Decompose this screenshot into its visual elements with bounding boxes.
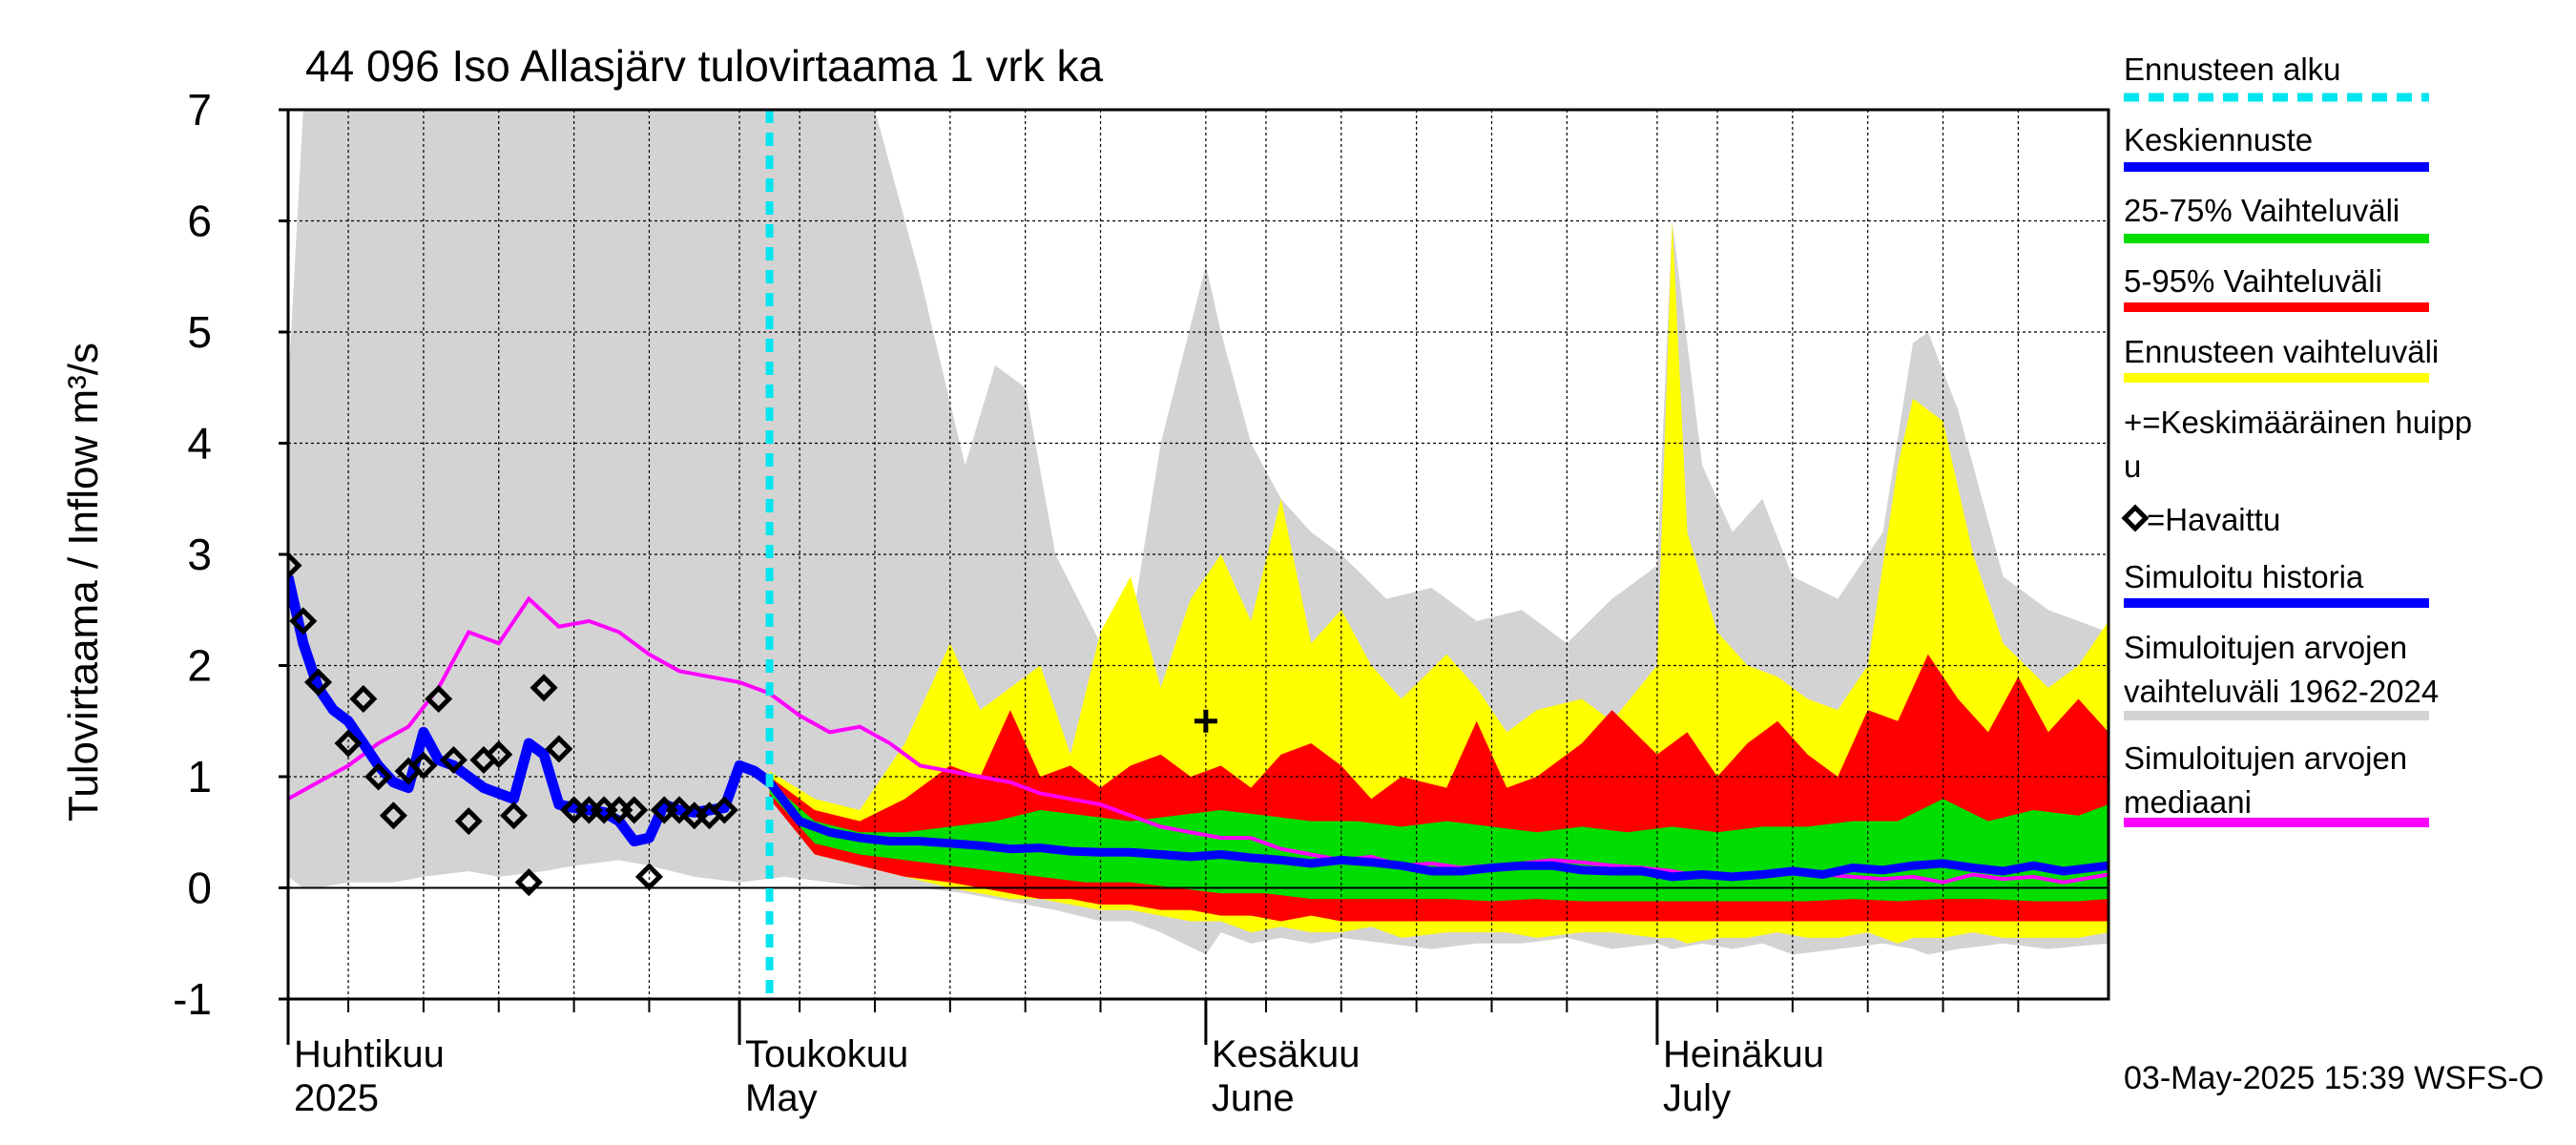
observed-point: [304, 668, 333, 697]
observed-point: [514, 868, 543, 897]
legend-label-2: mediaani: [2124, 784, 2252, 820]
y-tick-label: 0: [187, 864, 212, 913]
x-month-sublabel: July: [1663, 1077, 1731, 1119]
observed-markers: [288, 552, 738, 897]
x-month-label: Heinäkuu: [1663, 1033, 1824, 1075]
mean-forecast-path: [766, 780, 2109, 882]
y-tick-label: 2: [187, 641, 212, 691]
observed-point: [334, 729, 363, 758]
x-month-label: Huhtikuu: [294, 1033, 445, 1075]
observed-point: [364, 762, 393, 791]
y-tick-label: 4: [187, 419, 212, 468]
legend-label: 5-95% Vaihteluväli: [2124, 263, 2382, 299]
observed-point: [665, 796, 694, 824]
legend-label: Ennusteen vaihteluväli: [2124, 334, 2439, 369]
legend-label: =Havaittu: [2147, 502, 2280, 537]
legend-label: +=Keskimääräinen huipp: [2124, 405, 2472, 440]
observed-point: [620, 796, 649, 824]
legend: Ennusteen alku Keskiennuste 25-75% Vaihtel…: [2121, 52, 2472, 827]
observed-point: [439, 745, 467, 775]
x-month-label: Toukokuu: [745, 1033, 908, 1075]
plot-area: [288, 110, 2109, 999]
observed-point: [545, 735, 573, 763]
observed-point: [634, 863, 663, 891]
avg-peak-point: [1194, 709, 1217, 733]
legend-label-2: u: [2124, 448, 2141, 484]
footer-timestamp: 03-May-2025 15:39 WSFS-O: [2124, 1060, 2544, 1096]
y-tick-label: 3: [187, 530, 212, 579]
y-tick-label: 5: [187, 307, 212, 357]
observed-point: [379, 802, 407, 830]
y-axis-label: Tulovirtaama / Inflow m³/s: [60, 343, 107, 822]
observed-point: [530, 674, 558, 702]
y-axis-ticks: -1 0 1 2 3 4 5 6 7: [173, 85, 288, 1024]
observed-point: [288, 552, 302, 580]
mean-forecast-line: [766, 780, 2109, 882]
legend-label: Ennusteen alku: [2124, 52, 2341, 87]
y-tick-label: 1: [187, 752, 212, 802]
observed-point: [710, 796, 738, 824]
legend-label: Simuloitujen arvojen: [2124, 630, 2407, 665]
observed-point: [485, 740, 513, 769]
observed-point: [289, 607, 318, 635]
legend-label-2: vaihteluväli 1962-2024: [2124, 674, 2439, 709]
average-peak-marker: [1194, 709, 1217, 733]
x-month-sublabel: 2025: [294, 1077, 379, 1119]
legend-label: Simuloitu historia: [2124, 559, 2364, 594]
legend-diamond-icon: [2121, 504, 2150, 532]
x-month-label: Kesäkuu: [1212, 1033, 1361, 1075]
legend-label: Simuloitujen arvojen: [2124, 740, 2407, 776]
observed-point: [425, 684, 453, 713]
y-tick-label: 7: [187, 85, 212, 135]
observed-point: [349, 684, 378, 713]
legend-label: 25-75% Vaihteluväli: [2124, 193, 2399, 228]
observed-point: [454, 807, 483, 836]
x-month-sublabel: June: [1212, 1077, 1295, 1119]
y-tick-label: 6: [187, 197, 212, 246]
chart-title: 44 096 Iso Allasjärv tulovirtaama 1 vrk …: [305, 41, 1103, 91]
observed-point: [499, 802, 529, 830]
observed-point: [409, 751, 438, 780]
x-month-sublabel: May: [745, 1077, 818, 1119]
y-tick-label: -1: [173, 974, 212, 1024]
legend-label: Keskiennuste: [2124, 122, 2313, 157]
